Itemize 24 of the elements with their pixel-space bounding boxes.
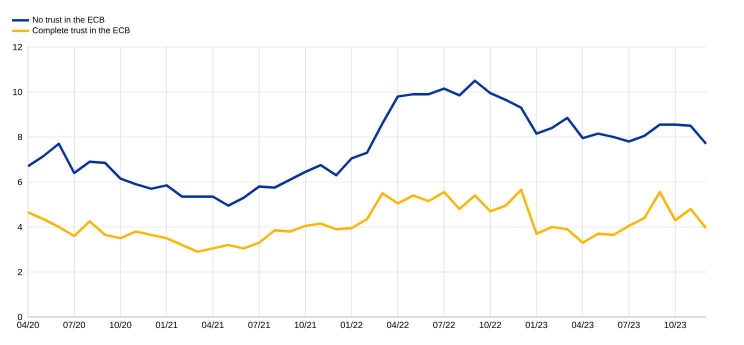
y-tick-label: 2 [18, 268, 22, 276]
x-tick-label: 07/22 [433, 322, 455, 328]
x-tick-label: 01/22 [340, 322, 362, 328]
x-tick-label: 01/21 [156, 322, 178, 328]
x-tick-label: 07/21 [248, 322, 270, 328]
x-tick-label: 04/22 [386, 322, 409, 328]
x-tick-label: 10/21 [294, 322, 316, 328]
y-tick-label: 12 [13, 44, 22, 50]
x-tick-label: 10/20 [110, 322, 132, 328]
x-tick-label: 07/23 [618, 322, 640, 328]
y-tick-label: 4 [18, 224, 22, 230]
x-tick-label: 04/21 [202, 322, 224, 328]
y-tick-label: 6 [18, 178, 22, 186]
y-tick-label: 0 [18, 314, 22, 320]
x-tick-label: 04/20 [17, 322, 39, 328]
legend-label: No trust in the ECB [32, 16, 104, 23]
x-tick-label: 01/23 [526, 322, 548, 328]
x-tick-label: 04/23 [572, 322, 594, 328]
y-tick-label: 10 [13, 88, 22, 96]
x-tick-label: 10/22 [480, 322, 502, 328]
x-tick-label: 10/23 [664, 322, 686, 328]
x-tick-label: 07/20 [63, 322, 86, 328]
legend-label: Complete trust in the ECB [32, 27, 130, 35]
y-tick-label: 8 [18, 134, 22, 140]
